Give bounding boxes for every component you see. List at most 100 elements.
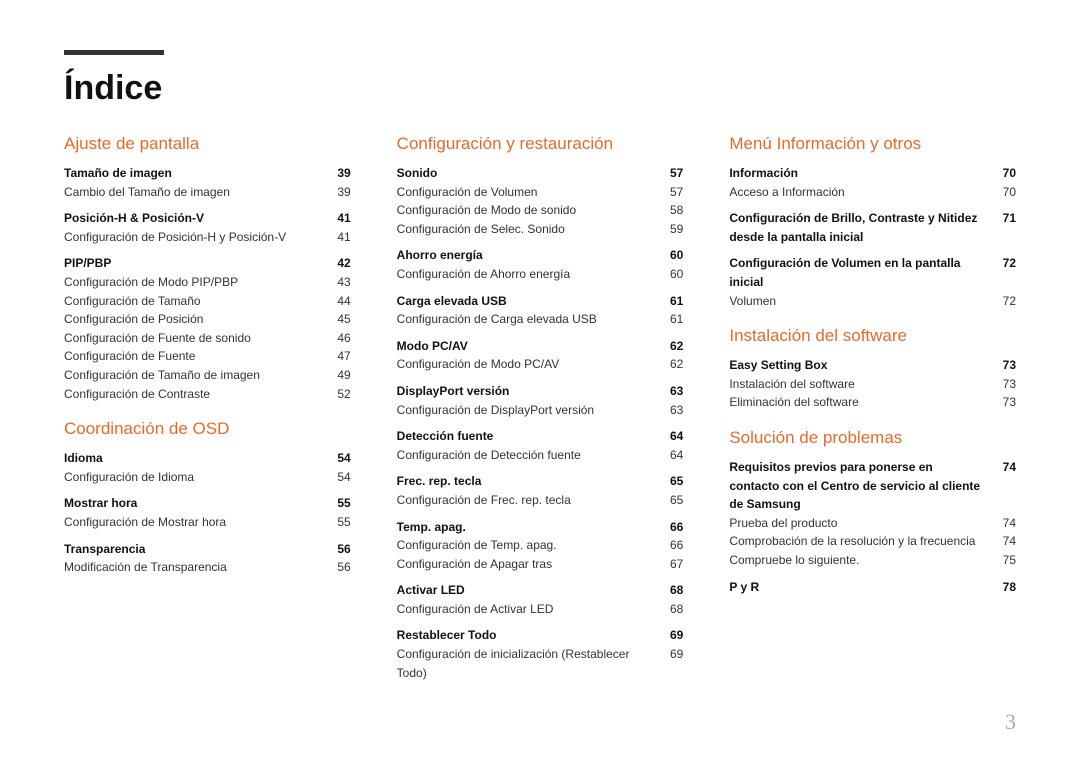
toc-page-number: 72 xyxy=(992,292,1016,311)
toc-label: Configuración de inicialización (Restabl… xyxy=(397,645,660,682)
toc-page-number: 39 xyxy=(327,164,351,183)
toc-label: Configuración de Modo PC/AV xyxy=(397,355,660,374)
toc-row[interactable]: Configuración de Modo PC/AV62 xyxy=(397,355,684,374)
toc-row[interactable]: Configuración de Posición-H y Posición-V… xyxy=(64,228,351,247)
toc-row[interactable]: Modificación de Transparencia56 xyxy=(64,558,351,577)
toc-row[interactable]: Cambio del Tamaño de imagen39 xyxy=(64,183,351,202)
toc-row[interactable]: PIP/PBP42 xyxy=(64,254,351,273)
toc-row[interactable]: Configuración de Ahorro energía60 xyxy=(397,265,684,284)
toc-label: Instalación del software xyxy=(729,375,992,394)
toc-page: Índice Ajuste de pantallaTamaño de image… xyxy=(0,0,1080,763)
toc-page-number: 39 xyxy=(327,183,351,202)
toc-row[interactable]: Requisitos previos para ponerse en conta… xyxy=(729,458,1016,514)
toc-label: Configuración de Volumen xyxy=(397,183,660,202)
toc-label: Mostrar hora xyxy=(64,494,327,513)
toc-row[interactable]: Comprobación de la resolución y la frecu… xyxy=(729,532,1016,551)
toc-label: Transparencia xyxy=(64,540,327,559)
toc-row[interactable]: Carga elevada USB61 xyxy=(397,292,684,311)
toc-row[interactable]: Mostrar hora55 xyxy=(64,494,351,513)
toc-page-number: 62 xyxy=(659,355,683,374)
toc-page-number: 78 xyxy=(992,578,1016,597)
toc-row[interactable]: Detección fuente64 xyxy=(397,427,684,446)
toc-row[interactable]: Configuración de Modo PIP/PBP43 xyxy=(64,273,351,292)
section-title: Ajuste de pantalla xyxy=(64,134,351,154)
toc-label: Configuración de Volumen en la pantalla … xyxy=(729,254,992,291)
toc-row[interactable]: Configuración de Volumen en la pantalla … xyxy=(729,254,1016,291)
toc-label: Posición-H & Posición-V xyxy=(64,209,327,228)
toc-group: Carga elevada USB61Configuración de Carg… xyxy=(397,292,684,329)
toc-row[interactable]: Compruebe lo siguiente.75 xyxy=(729,551,1016,570)
toc-label: Carga elevada USB xyxy=(397,292,660,311)
toc-label: Configuración de Detección fuente xyxy=(397,446,660,465)
toc-label: Easy Setting Box xyxy=(729,356,992,375)
toc-label: Configuración de Fuente de sonido xyxy=(64,329,327,348)
toc-row[interactable]: Configuración de Detección fuente64 xyxy=(397,446,684,465)
toc-row[interactable]: Eliminación del software73 xyxy=(729,393,1016,412)
toc-row[interactable]: Sonido57 xyxy=(397,164,684,183)
toc-row[interactable]: Configuración de Frec. rep. tecla65 xyxy=(397,491,684,510)
toc-row[interactable]: Configuración de Temp. apag.66 xyxy=(397,536,684,555)
toc-row[interactable]: Configuración de Idioma54 xyxy=(64,468,351,487)
toc-label: Sonido xyxy=(397,164,660,183)
toc-label: Modo PC/AV xyxy=(397,337,660,356)
toc-row[interactable]: Configuración de Tamaño44 xyxy=(64,292,351,311)
toc-row[interactable]: Tamaño de imagen39 xyxy=(64,164,351,183)
toc-row[interactable]: Configuración de Brillo, Contraste y Nit… xyxy=(729,209,1016,246)
toc-row[interactable]: Modo PC/AV62 xyxy=(397,337,684,356)
toc-row[interactable]: Activar LED68 xyxy=(397,581,684,600)
toc-group: Idioma54Configuración de Idioma54 xyxy=(64,449,351,486)
toc-row[interactable]: Configuración de Fuente47 xyxy=(64,347,351,366)
toc-row[interactable]: Configuración de Contraste52 xyxy=(64,385,351,404)
toc-row[interactable]: Instalación del software73 xyxy=(729,375,1016,394)
toc-row[interactable]: Prueba del producto74 xyxy=(729,514,1016,533)
toc-group: Configuración de Volumen en la pantalla … xyxy=(729,254,1016,310)
toc-page-number: 65 xyxy=(659,472,683,491)
toc-row[interactable]: Configuración de inicialización (Restabl… xyxy=(397,645,684,682)
toc-page-number: 74 xyxy=(992,532,1016,551)
toc-row[interactable]: Frec. rep. tecla65 xyxy=(397,472,684,491)
toc-page-number: 41 xyxy=(327,209,351,228)
toc-label: Tamaño de imagen xyxy=(64,164,327,183)
toc-row[interactable]: Temp. apag.66 xyxy=(397,518,684,537)
toc-row[interactable]: Configuración de Volumen57 xyxy=(397,183,684,202)
section-title: Coordinación de OSD xyxy=(64,419,351,439)
toc-page-number: 68 xyxy=(659,581,683,600)
toc-row[interactable]: DisplayPort versión63 xyxy=(397,382,684,401)
toc-row[interactable]: Configuración de DisplayPort versión63 xyxy=(397,401,684,420)
toc-row[interactable]: Idioma54 xyxy=(64,449,351,468)
toc-page-number: 60 xyxy=(659,246,683,265)
toc-row[interactable]: Configuración de Modo de sonido58 xyxy=(397,201,684,220)
toc-page-number: 64 xyxy=(659,427,683,446)
toc-group: DisplayPort versión63Configuración de Di… xyxy=(397,382,684,419)
section-title: Instalación del software xyxy=(729,326,1016,346)
toc-label: P y R xyxy=(729,578,992,597)
toc-row[interactable]: Acceso a Información70 xyxy=(729,183,1016,202)
toc-label: Configuración de Apagar tras xyxy=(397,555,660,574)
toc-row[interactable]: Configuración de Activar LED68 xyxy=(397,600,684,619)
toc-label: Activar LED xyxy=(397,581,660,600)
toc-row[interactable]: Configuración de Mostrar hora55 xyxy=(64,513,351,532)
toc-label: DisplayPort versión xyxy=(397,382,660,401)
toc-row[interactable]: Ahorro energía60 xyxy=(397,246,684,265)
toc-row[interactable]: Transparencia56 xyxy=(64,540,351,559)
toc-row[interactable]: Posición-H & Posición-V41 xyxy=(64,209,351,228)
page-number: 3 xyxy=(1005,709,1016,735)
toc-row[interactable]: Configuración de Apagar tras67 xyxy=(397,555,684,574)
toc-row[interactable]: Información70 xyxy=(729,164,1016,183)
toc-page-number: 74 xyxy=(992,514,1016,533)
toc-row[interactable]: Configuración de Posición45 xyxy=(64,310,351,329)
toc-label: Configuración de Posición-H y Posición-V xyxy=(64,228,327,247)
toc-page-number: 70 xyxy=(992,164,1016,183)
toc-row[interactable]: Configuración de Fuente de sonido46 xyxy=(64,329,351,348)
toc-group: Posición-H & Posición-V41Configuración d… xyxy=(64,209,351,246)
toc-row[interactable]: Configuración de Carga elevada USB61 xyxy=(397,310,684,329)
toc-page-number: 47 xyxy=(327,347,351,366)
toc-group: Configuración de Brillo, Contraste y Nit… xyxy=(729,209,1016,246)
toc-row[interactable]: Volumen72 xyxy=(729,292,1016,311)
toc-row[interactable]: Configuración de Selec. Sonido59 xyxy=(397,220,684,239)
toc-row[interactable]: Easy Setting Box73 xyxy=(729,356,1016,375)
toc-columns: Ajuste de pantalla Tamaño de imagen39Camb… xyxy=(64,134,1016,690)
toc-row[interactable]: Configuración de Tamaño de imagen49 xyxy=(64,366,351,385)
toc-row[interactable]: Restablecer Todo69 xyxy=(397,626,684,645)
toc-row[interactable]: P y R78 xyxy=(729,578,1016,597)
